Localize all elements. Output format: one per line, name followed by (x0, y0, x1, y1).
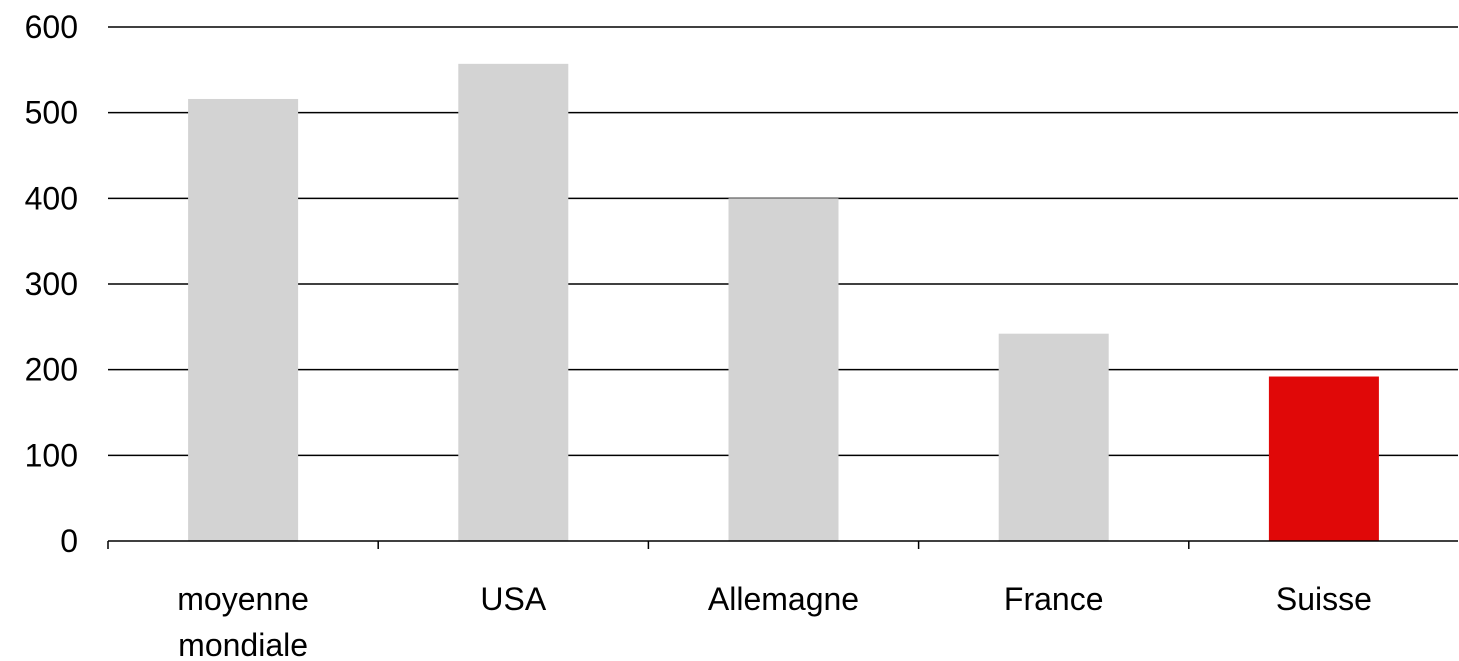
x-category-label: France (1004, 581, 1104, 617)
x-category-label: moyenne (177, 581, 309, 617)
y-tick-label: 100 (25, 437, 78, 473)
x-category-label: Suisse (1276, 581, 1372, 617)
bar-allemagne (728, 198, 839, 542)
bar-moyenne-mondiale (188, 98, 299, 542)
x-axis-category-labels: moyenne mondiale USA Allemagne France Suisse (177, 581, 1372, 661)
bar-suisse (1268, 376, 1379, 541)
y-tick-label: 500 (25, 95, 78, 131)
y-tick-label: 300 (25, 266, 78, 302)
y-tick-label: 200 (25, 352, 78, 388)
bar-france (998, 333, 1109, 541)
y-axis-tick-labels: 0 100 200 300 400 500 600 (25, 9, 78, 559)
x-category-label: mondiale (178, 627, 308, 661)
x-category-label: USA (480, 581, 546, 617)
y-tick-label: 0 (60, 523, 78, 559)
x-axis (107, 540, 1458, 549)
y-tick-label: 400 (25, 180, 78, 216)
bar-usa (458, 63, 569, 541)
y-tick-label: 600 (25, 9, 78, 45)
bars (188, 63, 1379, 542)
x-category-label: Allemagne (708, 581, 859, 617)
